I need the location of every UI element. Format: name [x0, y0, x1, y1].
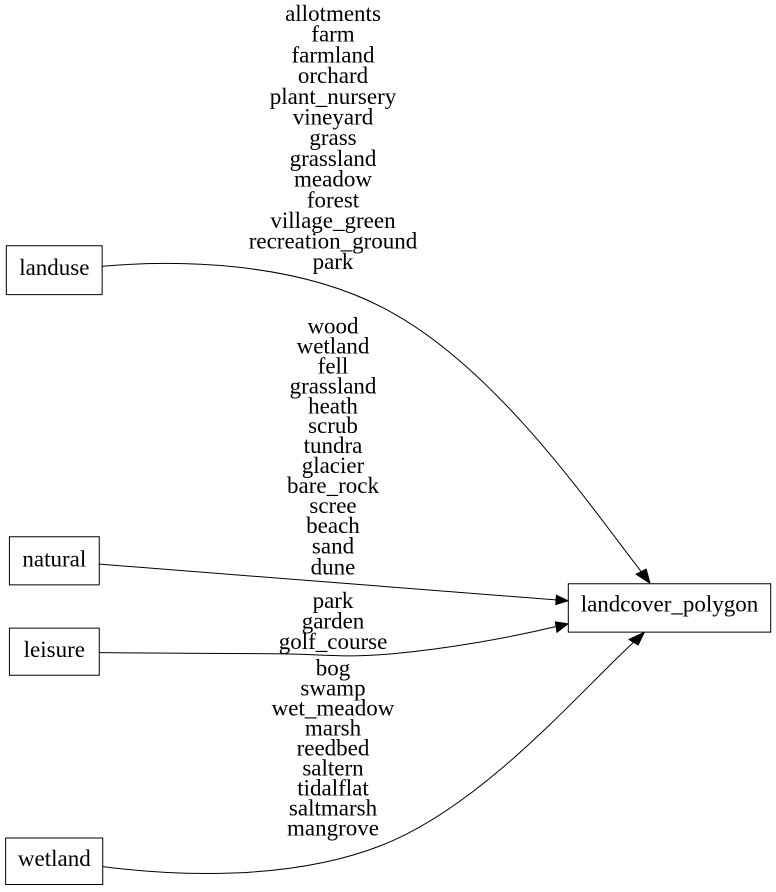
svg-text:landcover_polygon: landcover_polygon: [581, 592, 759, 617]
svg-text:leisure: leisure: [24, 637, 85, 662]
svg-text:golf_course: golf_course: [279, 629, 388, 654]
svg-text:mangrove: mangrove: [287, 816, 379, 841]
svg-text:natural: natural: [22, 547, 86, 572]
svg-text:wetland: wetland: [18, 846, 91, 871]
svg-text:dune: dune: [311, 554, 356, 579]
svg-text:park: park: [313, 249, 354, 274]
svg-text:landuse: landuse: [19, 255, 89, 280]
